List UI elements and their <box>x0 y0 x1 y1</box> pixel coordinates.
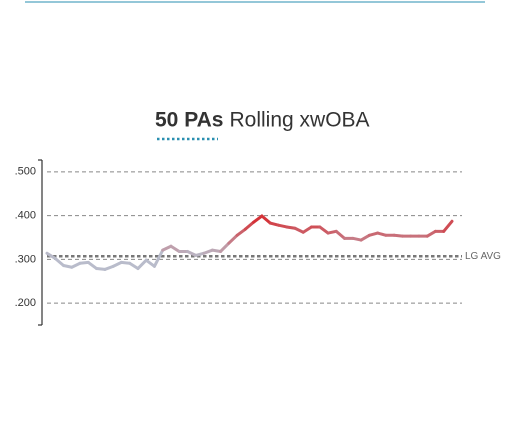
line-segment <box>318 225 330 235</box>
line-segment <box>334 229 347 240</box>
line-segment <box>169 244 181 253</box>
line-segment <box>301 225 313 234</box>
y-tick-label: .200 <box>15 297 36 309</box>
line-segment <box>161 244 173 252</box>
line-segment <box>186 249 198 257</box>
line-segment <box>70 261 82 269</box>
line-segment <box>53 256 66 267</box>
line-segment <box>227 233 239 245</box>
chart-title-bold: 50 PAs <box>155 109 224 132</box>
line-segment <box>144 258 156 268</box>
y-tick-label: .300 <box>15 253 36 265</box>
line-segment <box>219 241 231 253</box>
line-segment <box>86 260 99 271</box>
line-segment <box>136 258 148 271</box>
league-average-label: LG AVG <box>465 251 501 262</box>
line-segment <box>235 227 247 237</box>
y-tick-label: .400 <box>15 209 36 221</box>
line-segment <box>45 251 57 260</box>
chart-title: Rolling xwOBA <box>230 109 370 132</box>
line-segment <box>252 214 264 224</box>
line-segment <box>425 229 437 238</box>
line-segment <box>442 219 454 233</box>
line-segment <box>260 214 272 225</box>
line-segment <box>359 233 371 242</box>
line-segment <box>243 220 256 231</box>
line-segment <box>128 261 140 271</box>
line-segment <box>293 226 305 234</box>
y-tick-label: .500 <box>15 166 36 178</box>
line-segment <box>111 260 123 268</box>
line-segment <box>152 248 165 268</box>
